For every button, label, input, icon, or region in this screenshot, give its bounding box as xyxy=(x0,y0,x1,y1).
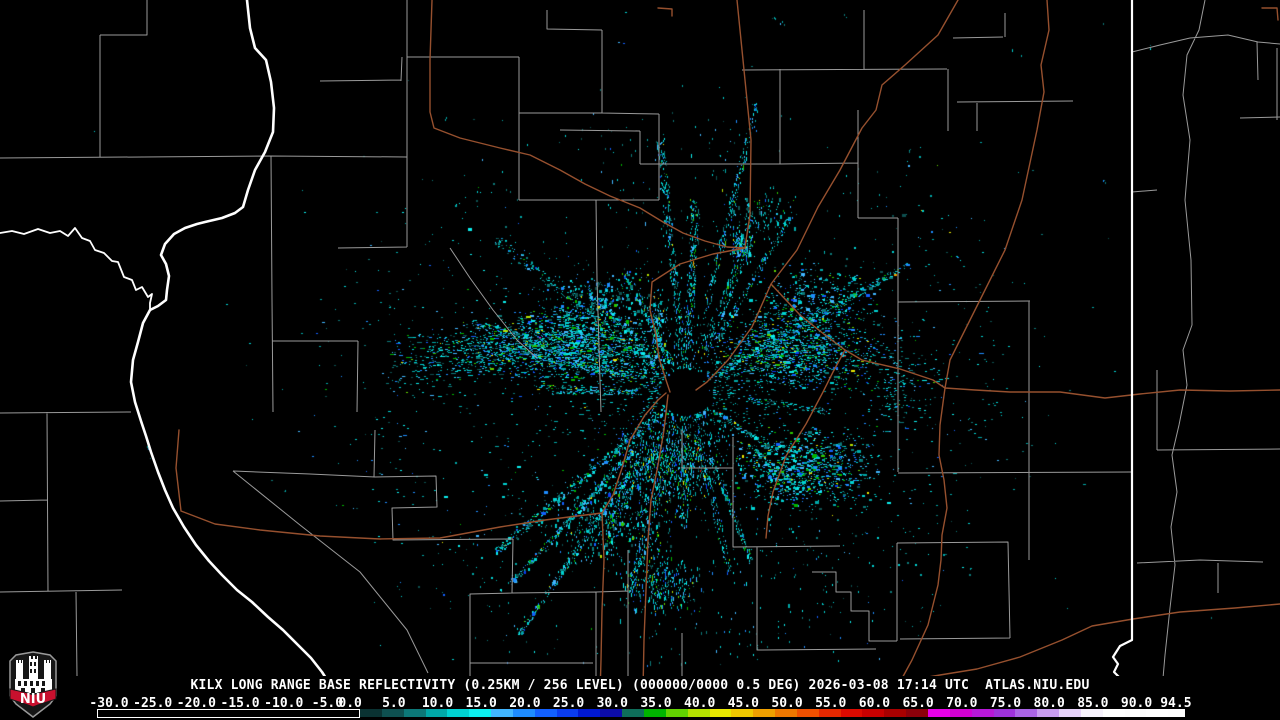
colorbar-below-zero-segment xyxy=(97,709,360,718)
colorbar-tick-label: 25.0 xyxy=(552,696,585,711)
colorbar-labels: -30.0 -25.0 -20.0 -15.0 -10.0 -5.0 0.0 5.0 10.0 1… xyxy=(0,696,1280,711)
colorbar-segment xyxy=(731,709,754,717)
colorbar-segment xyxy=(491,709,514,717)
colorbar-segment xyxy=(1168,709,1185,717)
colorbar-segment xyxy=(622,709,645,717)
colorbar-segment xyxy=(993,709,1017,717)
iowa-missouri-border xyxy=(0,227,153,311)
colorbar-segment xyxy=(469,709,492,717)
colorbar-segment xyxy=(360,709,383,717)
highway-lines xyxy=(175,0,1280,696)
colorbar-segment xyxy=(927,709,951,717)
colorbar-tick-label: 40.0 xyxy=(684,696,716,711)
colorbar-tick-label: 85.0 xyxy=(1077,696,1109,711)
colorbar-segment xyxy=(971,709,995,717)
colorbar-segment xyxy=(512,709,536,717)
colorbar-tick-label: 70.0 xyxy=(946,696,978,711)
colorbar-tick-label: 75.0 xyxy=(989,696,1022,711)
colorbar-segment xyxy=(556,709,580,717)
colorbar-tick-label: 50.0 xyxy=(771,696,803,711)
colorbar-tick-label: -20.0 xyxy=(176,696,216,711)
colorbar-segment xyxy=(425,709,449,717)
colorbar-tick-label: 35.0 xyxy=(640,696,672,711)
castle-windows xyxy=(18,662,45,693)
colorbar-segment xyxy=(1124,709,1148,717)
colorbar-segment xyxy=(796,709,820,717)
colorbar-tick-label: -30.0 xyxy=(89,696,129,711)
colorbar-segment xyxy=(1102,709,1126,717)
colorbar-segment xyxy=(818,709,842,717)
highways xyxy=(175,0,1280,696)
product-caption: KILX LONG RANGE BASE REFLECTIVITY (0.25K… xyxy=(190,678,1090,693)
colorbar-tick-label: 30.0 xyxy=(596,696,628,711)
logo-text: NIU xyxy=(20,692,46,707)
colorbar-segment xyxy=(381,709,405,717)
colorbar-segment xyxy=(1037,709,1060,717)
colorbar-tick-label: 0.0 xyxy=(338,696,362,711)
colorbar-tick-label: 45.0 xyxy=(727,696,759,711)
colorbar-segment xyxy=(709,709,733,717)
colorbar-tick-label: 20.0 xyxy=(509,696,541,711)
colorbar-tick-label: 80.0 xyxy=(1033,696,1065,711)
colorbar-tick-label: 60.0 xyxy=(858,696,891,711)
niu-logo: NIU xyxy=(9,651,57,718)
colorbar-tick-label: 55.0 xyxy=(815,696,847,711)
indiana-state-line xyxy=(1111,0,1134,688)
colorbar-segment xyxy=(1015,709,1038,717)
colorbar-tick-label: -25.0 xyxy=(133,696,173,711)
colorbar-segment xyxy=(906,709,929,717)
colorbar-segment xyxy=(1146,709,1169,717)
colorbar-segment xyxy=(600,709,623,717)
colorbar-segment xyxy=(862,709,885,717)
colorbar-tick-label: -10.0 xyxy=(264,696,304,711)
colorbar-segment xyxy=(949,709,973,717)
colorbar-segment xyxy=(578,709,601,717)
colorbar-tick-label: 94.5 xyxy=(1160,696,1192,711)
colorbar-segment xyxy=(447,709,470,717)
colorbar-tick-label: 10.0 xyxy=(421,696,454,711)
colorbar-segment xyxy=(534,709,558,717)
colorbar-segment xyxy=(687,709,711,717)
colorbar-segment xyxy=(1080,709,1104,717)
colorbar-segment xyxy=(1059,709,1082,717)
colorbar-tick-label: -5.0 xyxy=(311,696,344,711)
colorbar-tick-label: 5.0 xyxy=(382,696,406,711)
colorbar-segment xyxy=(643,709,667,717)
logo-red-band xyxy=(9,688,57,708)
reflectivity-colorbar xyxy=(0,709,1280,718)
mississippi-river xyxy=(129,0,339,699)
county-boundaries xyxy=(0,0,1280,691)
colorbar-segment xyxy=(840,709,864,717)
colorbar-tick-label: 15.0 xyxy=(465,696,497,711)
colorbar-segment xyxy=(403,709,427,717)
legend-area: KILX LONG RANGE BASE REFLECTIVITY (0.25K… xyxy=(0,676,1280,720)
colorbar-tick-label: -15.0 xyxy=(220,696,260,711)
colorbar-tick-label: 90.0 xyxy=(1120,696,1153,711)
colorbar-segment xyxy=(884,709,907,717)
colorbar-segment xyxy=(753,709,776,717)
county-lines xyxy=(0,0,1280,691)
colorbar-segment xyxy=(665,709,689,717)
colorbar-tick-label: 65.0 xyxy=(902,696,934,711)
colorbar-segment xyxy=(775,709,798,717)
